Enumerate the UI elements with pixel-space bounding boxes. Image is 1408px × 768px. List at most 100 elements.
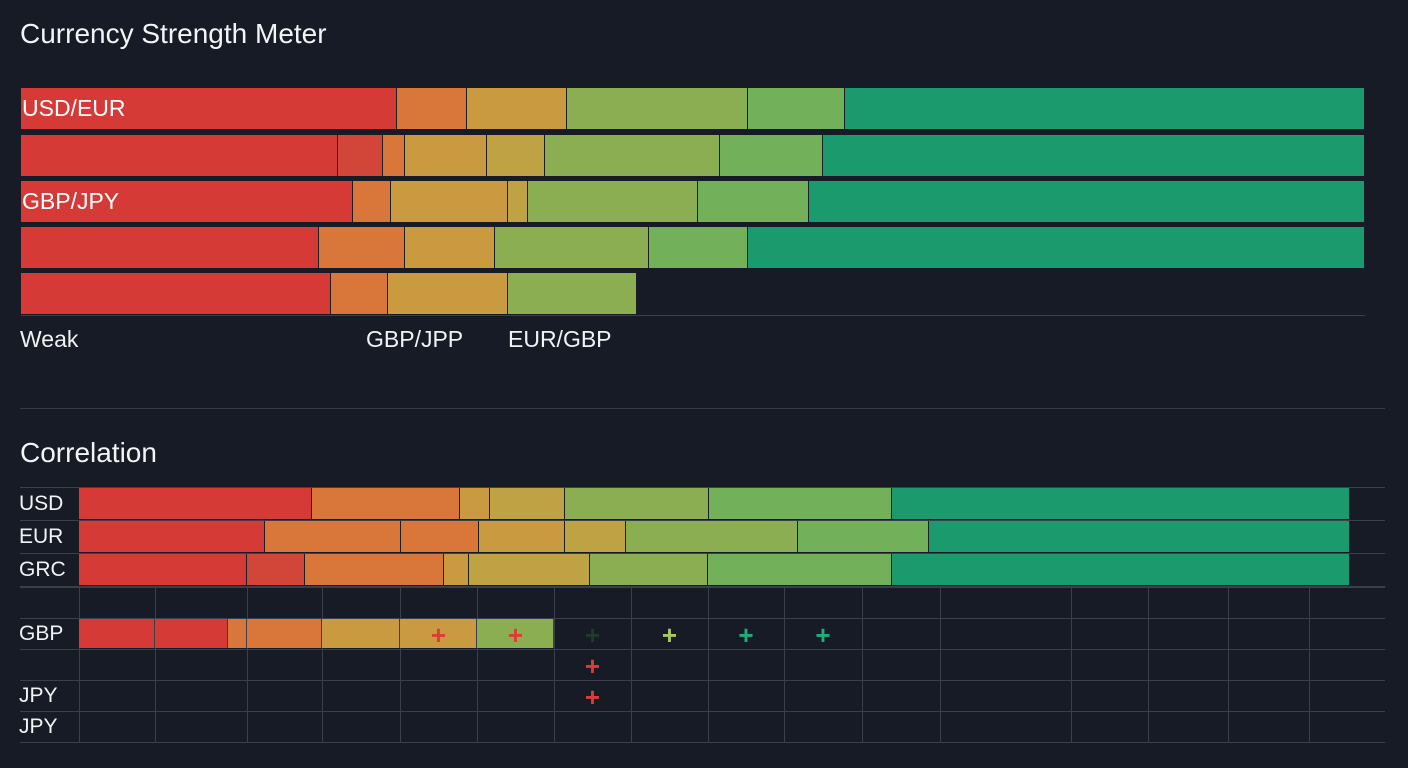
plus-marker-icon: + xyxy=(430,619,447,650)
grid-line xyxy=(20,649,1385,650)
bar-segment xyxy=(390,181,508,222)
bar-segment xyxy=(400,521,480,552)
strength-bar xyxy=(21,273,1365,314)
gbp-cell xyxy=(322,619,400,648)
bar-segment xyxy=(21,88,398,129)
bar-segment xyxy=(382,135,406,176)
bar-segment xyxy=(798,521,930,552)
bar-segment xyxy=(527,181,699,222)
plus-marker-icon: + xyxy=(584,650,601,681)
strength-title: Currency Strength Meter xyxy=(20,18,327,49)
row-label: JPY xyxy=(19,715,58,738)
grid-line xyxy=(20,586,1385,587)
bar-segment xyxy=(892,488,1350,519)
bar-segment xyxy=(479,521,565,552)
bar-segment xyxy=(264,521,401,552)
bar-segment xyxy=(564,521,626,552)
grid-line xyxy=(20,711,1385,712)
gbp-cell xyxy=(79,619,155,648)
bar-segment xyxy=(507,273,637,314)
strength-bar xyxy=(21,227,1365,268)
axis-label-gbpjpp: GBP/JPP xyxy=(366,326,464,352)
bar-segment xyxy=(21,227,320,268)
axis-label-weak: Weak xyxy=(20,326,79,352)
grid-line xyxy=(20,487,1385,488)
correlation-bar xyxy=(79,554,1350,585)
gbp-cell xyxy=(155,619,228,648)
plus-marker-icon: + xyxy=(815,619,831,650)
grid-line xyxy=(155,587,156,742)
gbp-cell xyxy=(477,619,554,648)
bar-segment xyxy=(566,88,749,129)
correlation-bar xyxy=(79,488,1350,519)
grid-line xyxy=(1071,587,1072,742)
grid-line xyxy=(400,587,401,742)
strength-baseline xyxy=(21,315,1365,316)
bar-segment xyxy=(844,88,1365,129)
grid-line xyxy=(322,587,323,742)
grid-line xyxy=(862,587,863,742)
row-label: USD xyxy=(19,492,64,515)
bar-segment xyxy=(305,554,444,585)
bar-segment xyxy=(808,181,1365,222)
grid-line xyxy=(784,587,785,742)
bar-segment xyxy=(397,88,468,129)
bar-segment xyxy=(648,227,749,268)
row-label: GBP xyxy=(19,622,64,645)
bar-segment xyxy=(79,521,265,552)
bar-segment xyxy=(319,227,406,268)
bar-segment xyxy=(495,227,649,268)
bar-segment xyxy=(21,273,332,314)
grid-line xyxy=(1228,587,1229,742)
bar-segment xyxy=(311,488,461,519)
bar-segment xyxy=(467,88,567,129)
bar-segment xyxy=(892,554,1350,585)
bar-label: GBP/JPY xyxy=(22,188,120,214)
bar-segment xyxy=(352,181,391,222)
bar-segment xyxy=(589,554,709,585)
bar-segment xyxy=(507,181,528,222)
grid-line xyxy=(20,680,1385,681)
bar-segment xyxy=(708,554,893,585)
axis-label-eurgbp: EUR/GBP xyxy=(508,326,612,352)
row-label: GRC xyxy=(19,558,66,581)
bar-segment xyxy=(79,488,312,519)
plus-marker-icon: + xyxy=(661,619,678,650)
grid-line xyxy=(631,587,632,742)
bar-segment xyxy=(564,488,710,519)
grid-line xyxy=(940,587,941,742)
grid-line xyxy=(247,587,248,742)
bar-segment xyxy=(748,88,845,129)
grid-line xyxy=(477,587,478,742)
plus-marker-icon: + xyxy=(584,619,601,650)
grid-line xyxy=(1148,587,1149,742)
bar-segment xyxy=(21,181,353,222)
bar-label: USD/EUR xyxy=(22,95,126,121)
strength-bar: USD/EUR xyxy=(21,88,1365,129)
grid-line xyxy=(20,618,1385,619)
bar-segment xyxy=(487,135,546,176)
grid-line xyxy=(79,587,80,742)
section-divider xyxy=(20,408,1385,409)
strength-bar: GBP/JPY xyxy=(21,181,1365,222)
grid-line xyxy=(20,587,1385,588)
bar-segment xyxy=(460,488,490,519)
bar-segment xyxy=(405,227,496,268)
plus-marker-icon: + xyxy=(584,681,601,712)
grid-line xyxy=(554,587,555,742)
bar-segment xyxy=(246,554,306,585)
grid-line xyxy=(708,587,709,742)
bar-segment xyxy=(405,135,488,176)
bar-segment xyxy=(469,554,590,585)
strength-bar xyxy=(21,135,1365,176)
row-label: JPY xyxy=(19,684,58,707)
correlation-bar xyxy=(79,521,1350,552)
bar-segment xyxy=(698,181,809,222)
bar-segment xyxy=(625,521,799,552)
bar-segment xyxy=(21,135,339,176)
bar-segment xyxy=(79,554,247,585)
bar-segment xyxy=(748,227,1365,268)
plus-marker-icon: + xyxy=(738,619,754,650)
grid-line xyxy=(1309,587,1310,742)
gbp-cell xyxy=(228,619,247,648)
